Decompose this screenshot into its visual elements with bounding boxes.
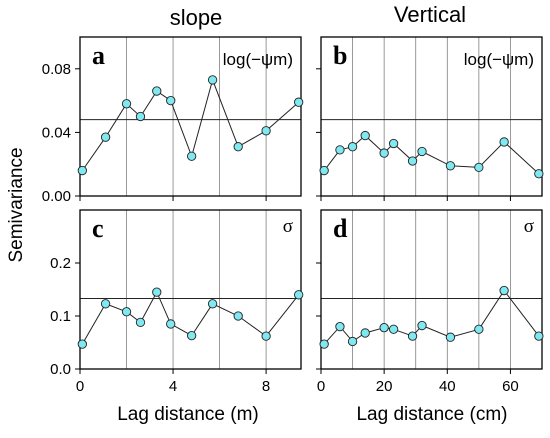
data-point <box>207 75 218 85</box>
data-point <box>261 331 271 341</box>
data-point <box>417 146 427 157</box>
x-tick-label: 4 <box>169 378 177 395</box>
data-point <box>388 324 399 334</box>
data-point <box>474 162 484 173</box>
data-point <box>135 317 146 328</box>
y-tick-label: 0.0 <box>50 361 71 378</box>
data-point <box>77 339 87 349</box>
data-point <box>347 336 358 347</box>
panel-a: 0.00 0.04 0.08 a log(−ψm) <box>42 36 304 205</box>
data-point <box>261 126 271 136</box>
panel-letter-b: b <box>333 41 347 70</box>
data-point <box>499 285 509 296</box>
data-point <box>388 138 399 149</box>
data-point <box>166 95 176 106</box>
data-point <box>152 287 162 297</box>
x-tick-label: 8 <box>262 378 270 395</box>
y-tick-label: 0.04 <box>42 124 71 141</box>
data-point <box>152 86 162 96</box>
panel-letter-c: c <box>92 214 104 243</box>
y-tick-label: 0.08 <box>42 61 71 78</box>
data-point <box>77 165 87 176</box>
x-tick-label: 20 <box>376 378 393 395</box>
data-point <box>335 145 345 155</box>
data-point <box>335 321 345 332</box>
panel-d: 0 20 40 60 d σ <box>316 209 544 395</box>
column-title-vertical: Vertical <box>394 2 466 27</box>
data-point <box>294 97 304 107</box>
data-point <box>207 299 218 309</box>
data-point <box>166 319 176 329</box>
y-tick-label: 0.00 <box>42 188 71 205</box>
data-point <box>135 111 146 122</box>
data-point <box>417 320 427 331</box>
data-point <box>474 324 484 334</box>
x-tick-label: 60 <box>502 378 519 395</box>
panel-variable-label: log(−ψm) <box>223 50 293 69</box>
panels-group: 0.000.040.08 a log(−ψm) b log(−ψm)0 4 80.00.10… <box>42 36 544 395</box>
x-tick-label: 0 <box>317 378 325 395</box>
data-point <box>379 148 389 158</box>
data-point <box>319 339 329 349</box>
data-point <box>379 323 389 333</box>
data-point <box>360 328 370 338</box>
panel-variable-label: σ <box>283 216 293 237</box>
data-point <box>360 130 370 141</box>
y-axis-label: Semivariance <box>6 147 27 262</box>
data-point <box>100 299 111 309</box>
data-point <box>445 161 456 171</box>
data-point <box>534 331 544 341</box>
x-axis-label-vertical: Lag distance (cm) <box>356 404 507 425</box>
data-point <box>347 142 358 152</box>
data-point <box>407 156 418 166</box>
panel-letter-a: a <box>92 41 105 70</box>
panel-b: b log(−ψm) <box>316 36 544 201</box>
panel-variable-label: σ <box>524 216 534 237</box>
data-point <box>319 165 329 176</box>
data-point <box>187 151 197 161</box>
panel-c: 0 4 8 0.0 0.1 0.2 c σ <box>50 209 304 395</box>
data-point <box>233 311 243 321</box>
data-point <box>187 330 197 341</box>
y-tick-label: 0.2 <box>50 255 71 272</box>
panel-frame <box>79 36 302 197</box>
panel-frame <box>320 209 543 370</box>
data-point <box>499 137 509 147</box>
x-tick-label: 40 <box>439 378 456 395</box>
y-tick-label: 0.1 <box>50 308 71 325</box>
x-tick-label: 0 <box>76 378 84 395</box>
panel-letter-d: d <box>333 214 348 243</box>
data-point <box>100 132 111 142</box>
data-point <box>445 332 456 342</box>
x-axis-label-slope: Lag distance (m) <box>117 404 259 425</box>
panel-frame <box>320 36 543 197</box>
data-point <box>294 290 304 300</box>
panel-frame <box>79 209 302 370</box>
data-point <box>534 169 544 179</box>
data-point <box>121 307 132 317</box>
data-point <box>407 331 418 341</box>
column-title-slope: slope <box>170 5 223 30</box>
data-point <box>233 142 243 152</box>
data-point <box>121 99 132 109</box>
panel-variable-label: log(−ψm) <box>464 50 534 69</box>
